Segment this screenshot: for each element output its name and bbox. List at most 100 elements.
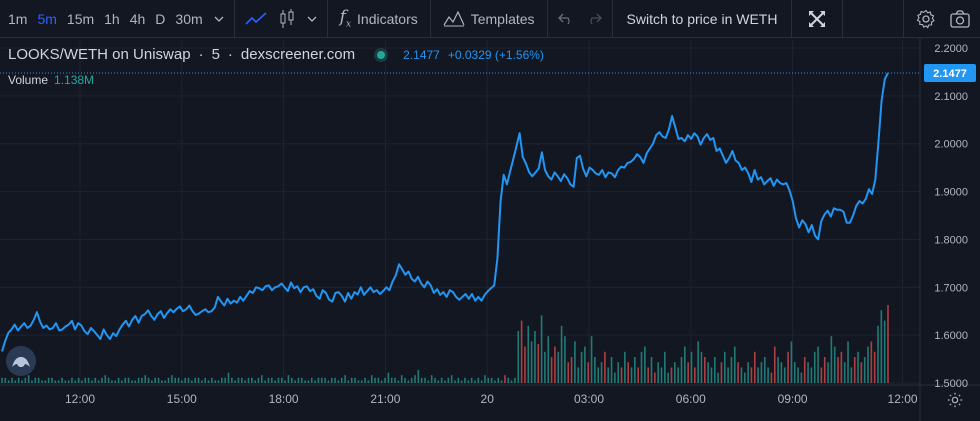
volume-bar	[44, 380, 47, 383]
volume-bar	[584, 346, 586, 383]
line-chart-icon[interactable]	[239, 0, 273, 38]
volume-bar	[397, 380, 400, 383]
volume-bar	[154, 377, 157, 383]
volume-bar	[404, 377, 406, 383]
volume-bar	[177, 377, 180, 383]
volume-bar	[121, 380, 123, 383]
timeframe-4h[interactable]: 4h	[129, 10, 146, 27]
indicators-button[interactable]: fx Indicators	[332, 0, 426, 38]
volume-bar	[211, 377, 213, 383]
x-tick-label: 03:00	[574, 392, 604, 406]
volume-bar	[607, 367, 610, 383]
volume-bar	[830, 336, 833, 383]
dexscreener-logo-icon[interactable]	[6, 346, 36, 376]
volume-bar	[84, 377, 87, 383]
x-tick-label: 12:00	[65, 392, 95, 406]
interval-value: 5	[211, 46, 220, 63]
volume-bar	[387, 372, 390, 383]
volume-bar	[827, 362, 829, 383]
volume-bar	[457, 377, 460, 383]
volume-bar	[630, 367, 633, 383]
toolbar-divider	[611, 0, 613, 38]
volume-bar	[460, 380, 463, 383]
volume-bar	[241, 377, 243, 383]
x-tick-label: 18:00	[269, 392, 299, 406]
volume-bar	[194, 377, 196, 383]
timeframe-15m[interactable]: 15m	[66, 10, 95, 27]
timeframe-d[interactable]: D	[155, 10, 166, 27]
volume-bar	[634, 357, 636, 383]
camera-icon[interactable]	[944, 0, 980, 38]
volume-bar	[181, 380, 183, 383]
symbol-name: LOOKS/WETH on Uniswap	[8, 46, 191, 63]
volume-bar	[111, 380, 113, 383]
volume-bar	[310, 377, 313, 383]
price-tag-box	[924, 64, 976, 83]
volume-bar	[270, 377, 273, 383]
source-name: dexscreener.com	[240, 46, 356, 63]
volume-bar	[560, 325, 563, 383]
volume-bar	[507, 377, 510, 383]
timeframe-1m[interactable]: 1m	[8, 10, 28, 27]
volume-bar	[880, 310, 883, 383]
axis-settings-gear-icon[interactable]	[946, 391, 964, 409]
last-price-tag: 2.1477	[924, 64, 976, 83]
volume-bar	[161, 380, 163, 383]
templates-button[interactable]: Templates	[435, 0, 543, 38]
volume-bar	[221, 377, 223, 383]
undo-icon[interactable]	[552, 0, 580, 38]
volume-bar	[34, 377, 37, 383]
y-tick-label: 1.5000	[934, 378, 968, 390]
volume-bar	[500, 380, 503, 383]
volume-label: Volume	[8, 73, 49, 87]
switch-price-button[interactable]: Switch to price in WETH	[626, 10, 778, 27]
volume-bar	[767, 367, 769, 383]
volume-bar	[474, 380, 476, 383]
chevron-down-icon[interactable]	[301, 0, 323, 38]
volume-bar	[7, 380, 10, 383]
volume-bar	[817, 346, 819, 383]
y-tick-label: 1.9000	[934, 187, 968, 199]
volume-bar	[174, 377, 177, 383]
volume-bar	[713, 357, 716, 383]
volume-bar	[807, 362, 809, 383]
volume-bar	[124, 377, 127, 383]
toolbar-divider	[429, 0, 431, 38]
volume-bar	[97, 380, 100, 383]
volume-bar	[14, 380, 17, 383]
volume-bar	[537, 344, 540, 383]
volume-bar	[11, 377, 13, 383]
volume-bar	[430, 375, 433, 383]
volume-bar	[374, 377, 376, 383]
volume-bar	[164, 380, 167, 383]
chart-area[interactable]: 2.2000 2.1000 2.0000 1.9000 1.8000 1.7000 1.60…	[0, 38, 980, 421]
chart-legend: LOOKS/WETH on Uniswap · 5 · dexscreener.…	[8, 46, 544, 63]
volume-bar	[287, 375, 290, 383]
fullscreen-icon[interactable]	[796, 0, 838, 38]
volume-bar	[620, 367, 623, 383]
volume-bar	[307, 380, 310, 383]
timeframe-30m[interactable]: 30m	[175, 10, 203, 27]
volume-bar	[484, 375, 486, 383]
candles-icon[interactable]	[273, 0, 301, 38]
volume-bar	[887, 305, 889, 383]
volume-bar	[597, 367, 600, 383]
chevron-down-icon[interactable]	[208, 0, 230, 38]
timeframe-5m[interactable]: 5m	[37, 10, 57, 27]
volume-bar	[690, 351, 693, 383]
timeframe-1h[interactable]: 1h	[104, 10, 120, 27]
volume-bar	[520, 320, 523, 383]
volume-bar	[567, 362, 570, 383]
volume-bar	[867, 346, 869, 383]
redo-icon[interactable]	[580, 0, 608, 38]
volume-bar	[444, 380, 446, 383]
volume-bar	[157, 377, 160, 383]
volume-bar	[857, 351, 859, 383]
volume-bar	[770, 372, 773, 383]
settings-gear-icon[interactable]	[908, 0, 944, 38]
volume-bar	[737, 362, 739, 383]
volume-bar	[184, 377, 186, 383]
volume-bar	[117, 377, 120, 383]
price-chart[interactable]: 2.2000 2.1000 2.0000 1.9000 1.8000 1.7000 1.60…	[0, 38, 980, 421]
volume-bar	[214, 380, 216, 383]
